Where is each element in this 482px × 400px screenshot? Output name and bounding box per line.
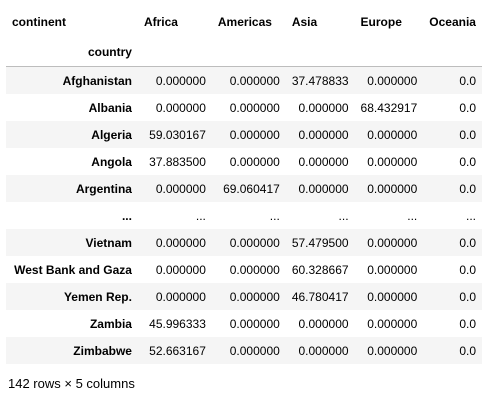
table-cell: 60.328667 (291, 262, 349, 277)
table-row: Angola 37.883500 0.000000 0.000000 0.000000 0… (6, 148, 482, 175)
row-index-label: Albania (88, 100, 132, 115)
empty-header-cell (423, 38, 482, 67)
table-cell: 59.030167 (149, 127, 206, 142)
table-cell: 0.000000 (155, 73, 206, 88)
index-name-label: country (87, 45, 132, 59)
column-header-row: continent Africa Americas Asia Europe Oc… (6, 6, 482, 38)
table-cell: 0.000000 (298, 100, 349, 115)
table-cell: 45.996333 (149, 316, 206, 331)
empty-header-cell (138, 38, 212, 67)
table-body: Afghanistan 0.000000 0.000000 37.478833 0.00… (6, 66, 482, 364)
table-cell: 0.0 (459, 100, 476, 115)
table-row: .................. (6, 202, 482, 229)
column-header: Oceania (429, 15, 476, 29)
table-cell: 0.000000 (155, 181, 206, 196)
row-index-label: Angola (91, 154, 132, 169)
row-index-label: Yemen Rep. (63, 289, 132, 304)
table-row: Yemen Rep. 0.000000 0.000000 46.780417 0.000… (6, 283, 482, 310)
table-cell: 0.000000 (298, 127, 349, 142)
table-cell: 0.000000 (229, 289, 280, 304)
table-cell: 0.000000 (367, 262, 418, 277)
table-cell: ... (465, 208, 476, 223)
table-cell: 37.883500 (149, 154, 206, 169)
table-cell: 0.000000 (155, 262, 206, 277)
column-header: Europe (360, 15, 402, 29)
table-cell: 0.000000 (367, 127, 418, 142)
table-row: Argentina 0.000000 69.060417 0.000000 0.0000… (6, 175, 482, 202)
table-cell: 57.479500 (291, 235, 349, 250)
table-cell: 0.000000 (229, 154, 280, 169)
table-cell: 0.000000 (229, 316, 280, 331)
table-cell: 0.0 (459, 154, 476, 169)
empty-header-cell (212, 38, 286, 67)
table-cell: 0.000000 (229, 235, 280, 250)
table-cell: 0.000000 (367, 235, 418, 250)
row-index-label: Afghanistan (62, 73, 132, 88)
empty-header-cell (286, 38, 355, 67)
table-cell: 52.663167 (149, 343, 206, 358)
table-cell: 0.000000 (367, 343, 418, 358)
column-header: Asia (291, 15, 318, 29)
table-row: West Bank and Gaza 0.000000 0.000000 60.328… (6, 256, 482, 283)
column-header: Americas (217, 15, 272, 29)
table-cell: 68.432917 (360, 100, 418, 115)
column-header: Africa (143, 15, 178, 29)
table-cell: ... (407, 208, 418, 223)
table-cell: 0.000000 (229, 343, 280, 358)
table-cell: 37.478833 (291, 73, 349, 88)
table-cell: 0.000000 (298, 343, 349, 358)
row-index-label: Argentina (75, 181, 132, 196)
index-header-row: country (6, 38, 482, 67)
table-cell: 0.000000 (367, 154, 418, 169)
table-cell: 0.0 (459, 235, 476, 250)
row-index-label: ... (121, 208, 132, 223)
table-cell: 0.0 (459, 262, 476, 277)
table-cell: 0.000000 (229, 127, 280, 142)
row-index-label: Vietnam (85, 235, 132, 250)
table-cell: 0.0 (459, 289, 476, 304)
table-cell: 0.000000 (229, 73, 280, 88)
row-index-label: Zimbabwe (73, 343, 132, 358)
table-row: Albania 0.000000 0.000000 0.000000 68.432917… (6, 94, 482, 121)
table-cell: 0.000000 (155, 235, 206, 250)
table-header: continent Africa Americas Asia Europe Oc… (6, 6, 482, 67)
table-cell: ... (338, 208, 349, 223)
table-cell: 0.0 (459, 73, 476, 88)
row-index-label: West Bank and Gaza (14, 262, 132, 277)
table-cell: 0.0 (459, 343, 476, 358)
table-cell: ... (195, 208, 206, 223)
table-cell: 0.000000 (229, 262, 280, 277)
table-cell: 0.000000 (367, 73, 418, 88)
table-cell: 0.000000 (155, 100, 206, 115)
empty-header-cell (355, 38, 424, 67)
table-cell: 0.000000 (367, 181, 418, 196)
table-cell: 0.000000 (298, 181, 349, 196)
table-row: Vietnam 0.000000 0.000000 57.479500 0.000000… (6, 229, 482, 256)
table-cell: 0.000000 (155, 289, 206, 304)
shape-summary: 142 rows × 5 columns (8, 376, 135, 391)
table-cell: 0.000000 (367, 316, 418, 331)
table-cell: 0.000000 (229, 100, 280, 115)
row-index-label: Algeria (91, 127, 132, 142)
table-cell: 0.0 (459, 316, 476, 331)
table-cell: 0.0 (459, 181, 476, 196)
table-cell: 46.780417 (291, 289, 349, 304)
table-row: Afghanistan 0.000000 0.000000 37.478833 0.00… (6, 66, 482, 94)
table-cell: 0.0 (459, 127, 476, 142)
table-cell: 69.060417 (223, 181, 280, 196)
table-cell: 0.000000 (298, 316, 349, 331)
table-row: Algeria 59.030167 0.000000 0.000000 0.000000… (6, 121, 482, 148)
table-cell: 0.000000 (367, 289, 418, 304)
columns-name-label: continent (12, 15, 66, 29)
table-row: Zambia 45.996333 0.000000 0.000000 0.000000 0… (6, 310, 482, 337)
table-row: Zimbabwe 52.663167 0.000000 0.000000 0.00000… (6, 337, 482, 364)
table-cell: ... (269, 208, 280, 223)
table-cell: 0.000000 (298, 154, 349, 169)
dataframe-table: continent Africa Americas Asia Europe Oc… (6, 6, 482, 364)
row-index-label: Zambia (89, 316, 132, 331)
